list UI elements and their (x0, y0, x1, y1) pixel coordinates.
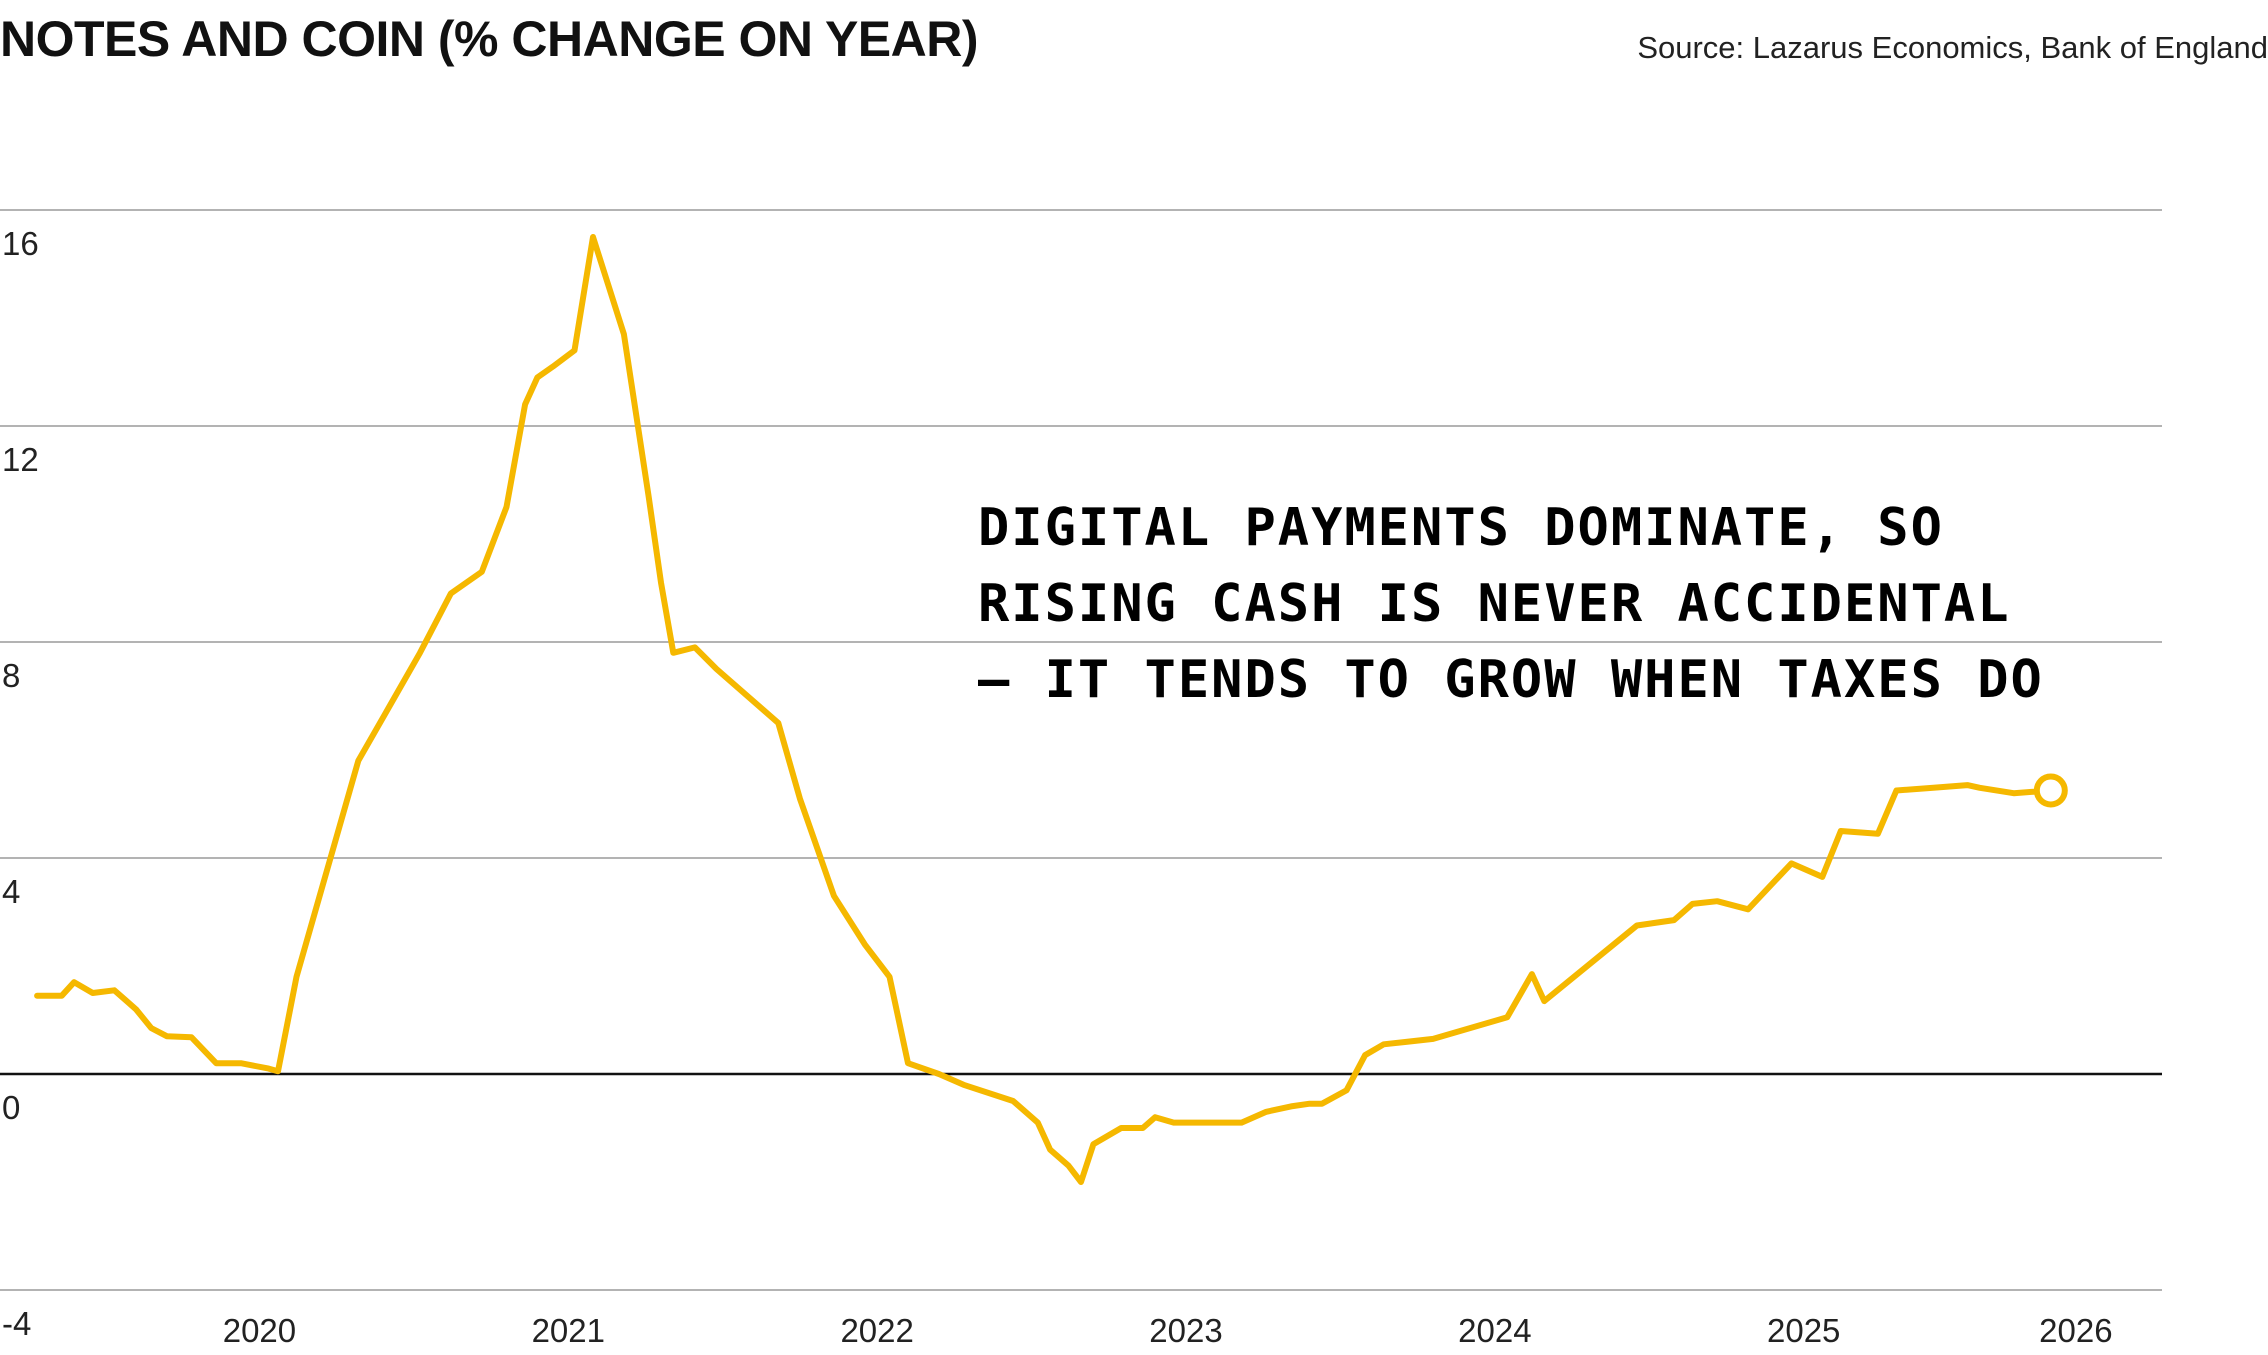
last-point-marker (2033, 773, 2068, 808)
y-tick-label: 8 (2, 657, 20, 694)
x-tick-label: 2024 (1458, 1312, 1531, 1349)
y-tick-label: 16 (2, 225, 39, 262)
y-tick-label: -4 (2, 1305, 31, 1342)
chart-annotation: DIGITAL PAYMENTS DOMINATE, SO RISING CAS… (978, 490, 2044, 718)
x-tick-label: 2023 (1149, 1312, 1222, 1349)
gridlines (0, 209, 2162, 1291)
y-axis-ticks: -4 0 4 8 12 16 (2, 225, 39, 1342)
x-tick-label: 2020 (223, 1312, 296, 1349)
y-tick-label: 0 (2, 1089, 20, 1126)
y-tick-label: 12 (2, 441, 39, 478)
x-tick-label: 2022 (840, 1312, 913, 1349)
annotation-line-1: DIGITAL PAYMENTS DOMINATE, SO (978, 498, 1944, 558)
x-tick-label: 2026 (2039, 1312, 2112, 1349)
x-axis-ticks: 2020 2021 2022 2023 2024 2025 2026 (223, 1312, 2113, 1349)
series-line (34, 234, 2054, 1185)
x-tick-label: 2025 (1767, 1312, 1840, 1349)
y-tick-label: 4 (2, 873, 20, 910)
series-layer (34, 234, 2068, 1185)
source-note: Source: Lazarus Economics, Bank of Engla… (1637, 30, 2268, 65)
annotation-line-2: RISING CASH IS NEVER ACCIDENTAL (978, 574, 2011, 634)
annotation-line-3: — IT TENDS TO GROW WHEN TAXES DO (978, 650, 2044, 710)
x-tick-label: 2021 (532, 1312, 605, 1349)
chart-title: NOTES AND COIN (% CHANGE ON YEAR) (0, 11, 979, 67)
